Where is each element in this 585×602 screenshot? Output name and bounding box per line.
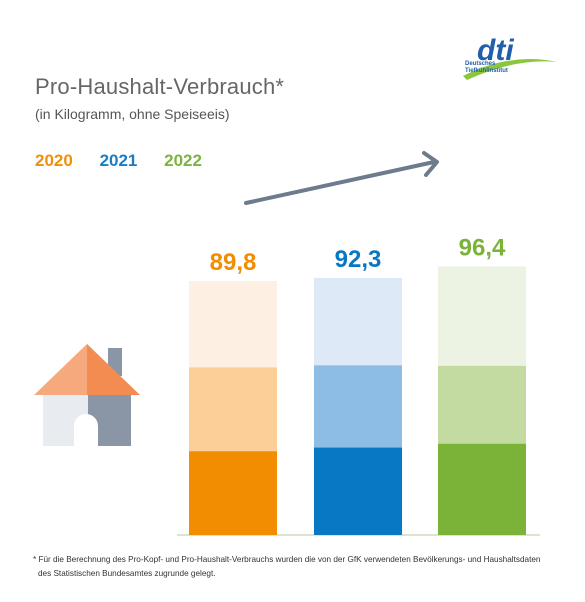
bar-2022-middle [438,365,526,444]
bar-2022-upper [438,266,526,366]
house-roof-left [34,344,87,395]
house-roof-right [87,344,140,395]
bar-2020-middle [189,367,277,452]
dti-logo: dti Deutsches Tiefkühlinstitut [463,34,557,80]
house-icon [34,344,140,446]
trend-arrow-shaft [244,160,436,205]
legend-item-2022: 2022 [164,151,202,170]
data-label-2020: 89,8 [210,249,257,276]
page-subtitle: (in Kilogramm, ohne Speiseeis) [35,106,230,122]
data-label-2021: 92,3 [335,246,382,273]
bar-2022-lower [438,443,526,535]
bar-2020-upper [189,281,277,368]
bar-2021-upper [314,277,402,366]
page-title: Pro-Haushalt-Verbrauch* [35,74,285,99]
legend-item-2020: 2020 [35,151,73,170]
footnote-line1: * Für die Berechnung des Pro-Kopf- und P… [33,555,541,564]
bar-2021-middle [314,365,402,448]
footnote-line2: des Statistischen Bundesamtes zugrunde g… [38,569,216,578]
bar-2020-lower [189,451,277,535]
house-door [74,414,98,446]
legend: 2020 2021 2022 [35,151,224,171]
logo-swoosh [463,59,557,80]
logo-line2: Tiefkühlinstitut [465,68,508,74]
trend-arrow-head [422,151,439,177]
data-label-2022: 96,4 [459,234,506,261]
footnote: * Für die Berechnung des Pro-Kopf- und P… [33,553,563,581]
legend-item-2021: 2021 [99,151,138,170]
logo-line1: Deutsches [465,61,496,67]
bar-2021-lower [314,447,402,535]
